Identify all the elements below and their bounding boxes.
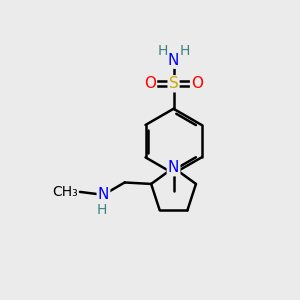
Text: S: S — [169, 76, 178, 91]
Text: H: H — [157, 44, 168, 58]
Text: O: O — [191, 76, 203, 91]
Text: O: O — [144, 76, 156, 91]
Text: N: N — [168, 160, 179, 175]
Text: CH: CH — [57, 185, 77, 199]
Text: H: H — [180, 44, 190, 58]
Text: CH₃: CH₃ — [52, 185, 77, 199]
Text: H: H — [97, 202, 107, 217]
Text: N: N — [168, 53, 179, 68]
Text: N: N — [98, 187, 109, 202]
